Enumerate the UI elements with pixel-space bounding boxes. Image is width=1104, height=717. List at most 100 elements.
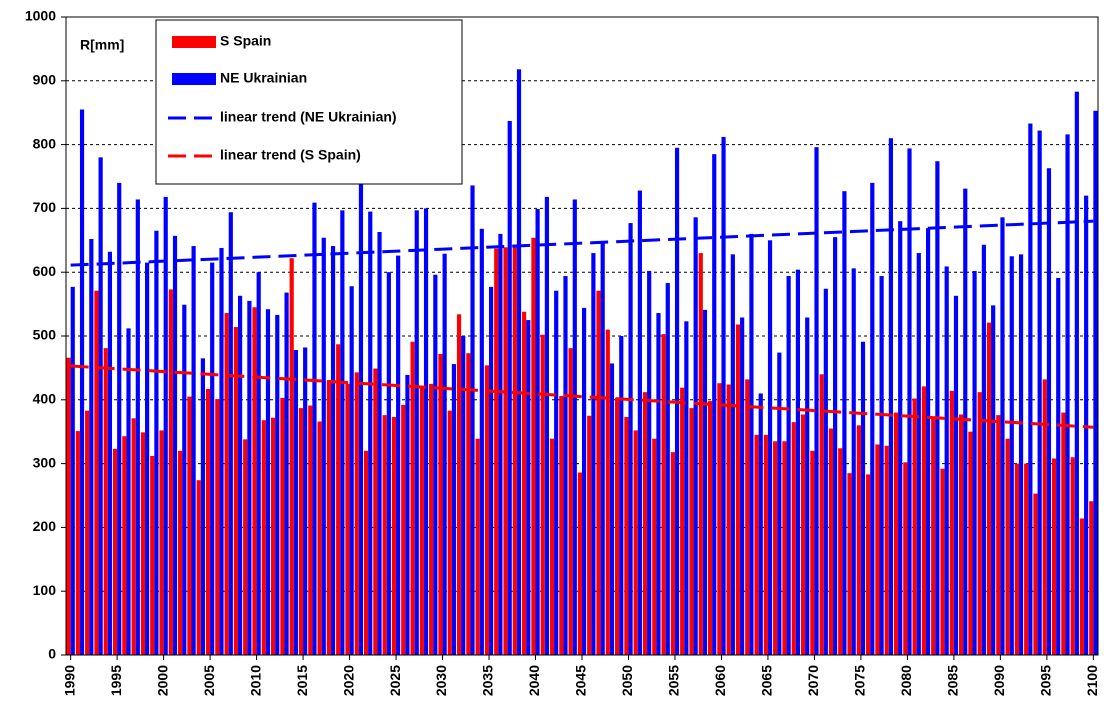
bar <box>986 322 992 655</box>
bar <box>559 395 564 655</box>
bar <box>330 246 336 656</box>
x-tick-label: 2000 <box>154 665 170 696</box>
bar <box>926 228 931 656</box>
bar <box>847 473 852 655</box>
bar <box>368 211 373 655</box>
bar <box>438 353 443 655</box>
bar <box>479 228 484 656</box>
bar <box>670 452 675 655</box>
bar <box>159 430 164 655</box>
bar <box>572 199 577 655</box>
bar <box>856 425 861 655</box>
y-tick-label: 400 <box>33 391 57 407</box>
bar <box>680 387 685 655</box>
bar <box>665 283 670 655</box>
bar <box>907 148 912 656</box>
bar <box>182 304 187 655</box>
bar <box>791 422 796 655</box>
x-tick-label: 2020 <box>340 665 356 696</box>
bar <box>712 154 717 656</box>
bar <box>624 417 629 655</box>
bar <box>1093 110 1098 655</box>
bar <box>85 410 90 655</box>
bar <box>512 246 517 655</box>
bar <box>800 414 806 655</box>
bar <box>754 434 759 655</box>
bar <box>265 309 271 655</box>
bar <box>396 255 401 655</box>
bar <box>215 399 220 655</box>
bar <box>587 415 592 655</box>
bar <box>163 196 168 655</box>
bar <box>1018 254 1024 655</box>
bar <box>340 210 345 655</box>
y-tick-label: 1000 <box>25 8 56 24</box>
bar <box>652 438 657 655</box>
bar <box>944 266 949 655</box>
bar <box>893 412 899 655</box>
bar <box>582 307 587 655</box>
bar <box>401 404 406 655</box>
bar <box>122 436 127 655</box>
bar <box>75 431 80 655</box>
bar <box>647 270 652 655</box>
bar <box>972 270 977 655</box>
bar <box>89 239 94 656</box>
y-tick-label: 500 <box>33 327 57 343</box>
bar <box>526 320 531 655</box>
bar <box>805 317 810 655</box>
bar <box>828 428 834 655</box>
bar <box>131 418 136 655</box>
bar <box>205 388 211 655</box>
bar <box>544 196 549 655</box>
x-tick-label: 2040 <box>526 665 542 696</box>
bar <box>117 182 122 655</box>
bar <box>228 212 233 655</box>
bar <box>470 185 475 655</box>
bar <box>298 408 304 655</box>
bar <box>456 314 462 655</box>
bar <box>224 313 229 655</box>
bar <box>172 235 178 656</box>
bar <box>112 448 118 655</box>
bar <box>1042 379 1047 655</box>
bar <box>563 276 568 655</box>
bar <box>345 383 350 655</box>
bar <box>749 233 754 656</box>
bar <box>1061 412 1066 655</box>
bar <box>494 248 499 655</box>
bar <box>940 468 945 655</box>
y-tick-label: 700 <box>33 199 57 215</box>
bar <box>354 372 359 655</box>
bar <box>721 136 726 656</box>
bar <box>326 380 331 655</box>
y-axis-label: R[mm] <box>80 37 124 53</box>
y-tick-label: 0 <box>48 646 56 662</box>
bar <box>600 240 605 656</box>
bar <box>145 262 150 655</box>
bar <box>1046 168 1052 655</box>
bar <box>702 309 708 655</box>
bar <box>870 182 875 655</box>
bar <box>935 161 940 656</box>
bar <box>243 439 248 655</box>
bar <box>484 365 490 655</box>
bar <box>321 237 326 656</box>
bar <box>405 374 410 655</box>
x-tick-label: 2075 <box>852 665 868 696</box>
bar <box>94 290 99 655</box>
bar <box>516 69 522 656</box>
bar <box>1014 463 1019 655</box>
bar <box>730 254 735 655</box>
bar <box>568 348 573 655</box>
bar <box>949 390 954 655</box>
bar <box>312 202 317 655</box>
bar <box>187 396 192 655</box>
bar <box>196 480 201 655</box>
bar <box>391 417 397 655</box>
bar <box>414 210 419 655</box>
bar <box>698 253 703 655</box>
bar <box>219 247 224 655</box>
bar <box>968 431 973 655</box>
bar <box>289 258 294 655</box>
